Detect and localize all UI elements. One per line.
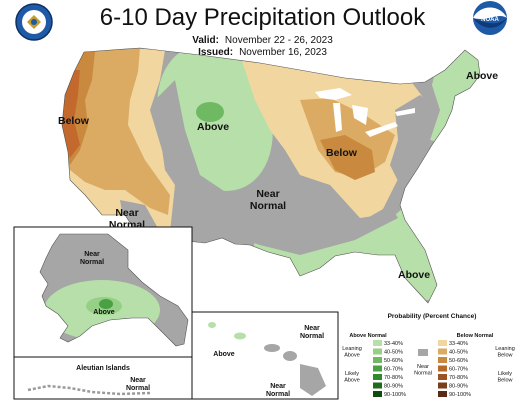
alaska-outline [39,233,189,347]
issued-label: Issued: [198,47,234,58]
legend-below-range-3: 50-60% [449,358,468,364]
legend-likely-below: Likely Below [498,371,513,383]
label-hawaii-above: Above [213,351,235,358]
hawaii-molokai [264,344,280,352]
commerce-seal-logo [15,3,53,41]
legend-title: Probability (Percent Chance) [388,313,477,320]
legend-below-range-6: 80-90% [449,384,468,390]
label-below-west: Below [58,115,90,127]
valid-dates: Valid: November 22 - 26, 2023 [0,35,525,46]
near-normal-central-region [155,80,398,255]
legend-above-swatch-2 [373,348,382,355]
label-aleutian-islands: Aleutian Islands [76,365,130,372]
legend-below-range-4: 60-70% [449,367,468,373]
above-northeast-region [430,48,480,145]
noaa-logo-text: NOAA [481,17,499,23]
noaa-logo: NOAA [473,1,507,35]
legend-below-range-1: 33-40% [449,341,468,347]
legend-below-scale: 33-40% 40-50% 50-60% 60-70% 70-80% 80-90% 90-1… [438,340,471,398]
lake-huron [352,105,368,125]
legend-above-range-5: 70-80% [384,375,403,381]
above-plains-core-region [196,102,224,122]
issued-value: November 16, 2023 [239,47,327,58]
below-coast-strongest-region [62,70,80,158]
legend-above-range-6: 80-90% [384,384,403,390]
legend-leaning-below: Leaning Below [495,346,515,358]
legend-below-swatch-5 [438,374,447,380]
lake-erie [365,122,398,137]
label-aleutian-near-normal: Near Normal [126,377,150,392]
lake-ontario [395,108,415,116]
legend-above-swatch-5 [373,374,382,380]
hawaii-big-island [300,364,326,396]
conus-outline [61,47,481,304]
legend-below-header: Below Normal [457,333,494,339]
legend-below-swatch-3 [438,357,447,363]
hawaii-maui [283,351,297,361]
legend-above-swatch-1 [373,340,382,346]
lake-michigan [333,103,342,132]
near-normal-east-region [390,95,440,185]
issued-date: Issued: November 16, 2023 [0,47,525,58]
legend-above-header: Above Normal [349,333,387,339]
hawaii-oahu [234,332,246,340]
legend-below-swatch-2 [438,348,447,355]
legend-above-swatch-4 [373,365,382,372]
legend-below-swatch-7 [438,391,447,397]
legend-below-swatch-4 [438,365,447,372]
label-alaska-near-normal: Near Normal [80,251,104,266]
alaska-above-core-region [99,299,113,309]
legend-below-range-2: 40-50% [449,350,468,356]
legend-below-range-7: 90-100% [449,392,471,398]
label-above-northeast: Above [466,70,498,82]
legend-near-normal-swatch [418,349,428,356]
lake-superior [315,88,352,100]
label-above-plains: Above [197,121,229,133]
legend-above-range-1: 33-40% [384,341,403,347]
label-above-southeast: Above [398,269,430,281]
label-alaska-above: Above [93,309,115,316]
valid-value: November 22 - 26, 2023 [224,35,333,46]
legend-above-scale: 33-40% 40-50% 50-60% 60-70% 70-80% 80-90% 90-1… [373,340,406,398]
hawaii-kauai [208,322,216,328]
legend: Probability (Percent Chance) Above Norma… [342,313,515,398]
legend-above-swatch-6 [373,382,382,389]
legend-above-swatch-3 [373,357,382,363]
legend-above-swatch-7 [373,391,382,397]
valid-label: Valid: [192,35,219,46]
legend-above-range-4: 60-70% [384,367,403,373]
label-near-normal-central: Near Normal [250,188,286,212]
aleutian-islands-shape [27,384,151,396]
below-midwest-core-region [320,135,375,180]
legend-leaning-above: Leaning Above [342,346,362,358]
map-title: 6-10 Day Precipitation Outlook [99,4,426,31]
label-hawaii-near-normal-1: Near Normal [300,325,324,340]
legend-below-swatch-6 [438,382,447,389]
legend-above-range-7: 90-100% [384,392,406,398]
legend-likely-above: Likely Above [344,371,360,383]
label-below-midwest: Below [326,147,358,159]
label-hawaii-near-normal-2: Near Normal [266,383,290,398]
legend-above-range-2: 40-50% [384,350,403,356]
legend-below-swatch-1 [438,340,447,346]
legend-above-range-3: 50-60% [384,358,403,364]
legend-below-range-5: 70-80% [449,375,468,381]
legend-near-normal-label: Near Normal [414,364,432,376]
